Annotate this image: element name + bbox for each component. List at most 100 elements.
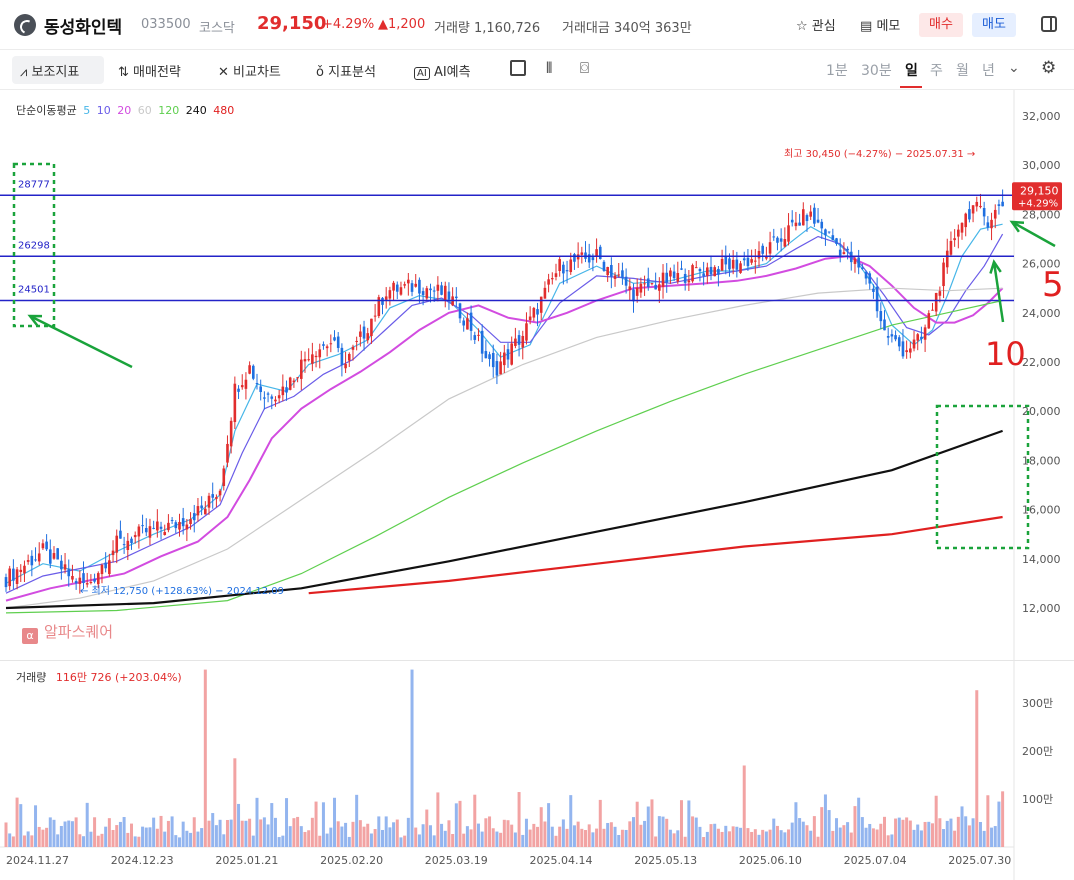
candle-body xyxy=(52,553,56,559)
volume-bar xyxy=(916,824,920,847)
candle-body xyxy=(240,385,244,388)
strategy-button[interactable]: ⇅ 매매전략 xyxy=(118,61,181,80)
volume-bar xyxy=(849,832,853,847)
candle xyxy=(126,533,130,561)
analysis-button[interactable]: ǒ 지표분석 xyxy=(316,61,376,80)
candle xyxy=(370,318,373,344)
candle-body xyxy=(757,250,761,259)
candle xyxy=(204,501,207,515)
candle xyxy=(111,540,115,563)
settings-gear-icon[interactable]: ⚙ xyxy=(1041,58,1057,78)
candle xyxy=(698,267,702,282)
candle xyxy=(311,342,314,372)
candle xyxy=(392,280,395,301)
volume-bar xyxy=(905,817,909,847)
candle xyxy=(152,520,155,530)
volume-bar xyxy=(196,831,200,847)
volume-bar xyxy=(174,835,178,847)
candle-body xyxy=(156,521,159,531)
candle-body xyxy=(805,215,809,222)
highlight-box-levels xyxy=(12,162,56,328)
candle xyxy=(717,266,720,287)
current-price-tag xyxy=(1012,182,1062,211)
sell-button[interactable]: 매도 xyxy=(972,13,1016,37)
side-panel-icon[interactable] xyxy=(1041,16,1057,32)
volume-bar xyxy=(52,819,56,847)
candle-body xyxy=(982,208,986,217)
candle-body xyxy=(104,562,107,569)
candle xyxy=(658,277,661,303)
volume-bar xyxy=(118,821,122,847)
memo-button[interactable]: ▤ 메모 xyxy=(860,15,900,34)
candle-body xyxy=(539,296,543,313)
candle xyxy=(222,465,226,491)
candle-body xyxy=(296,377,299,379)
volume-bar xyxy=(211,813,215,847)
candle xyxy=(499,351,502,375)
timeframe-year[interactable]: 년 xyxy=(982,63,995,79)
compare-button[interactable]: ✕ 비교차트 xyxy=(218,61,281,80)
candle xyxy=(942,258,945,299)
volume-bar xyxy=(820,807,824,847)
watch-button[interactable]: ☆ 관심 xyxy=(796,15,836,34)
candle xyxy=(779,228,783,252)
volume-bar xyxy=(676,830,680,847)
time-tick-label: 2025.05.13 xyxy=(634,854,697,867)
volume-bar xyxy=(248,818,252,847)
candle xyxy=(905,340,908,359)
volume-bar xyxy=(720,831,724,847)
candle xyxy=(67,559,71,587)
candle-body xyxy=(325,346,329,349)
timeframe-month[interactable]: 월 xyxy=(956,63,969,79)
candle-type-icon[interactable]: ⫴ xyxy=(546,59,553,77)
ma-line-10 xyxy=(5,233,1004,594)
candle-body xyxy=(15,569,19,584)
handwritten-5: 5 xyxy=(1042,265,1064,305)
timeframe-day[interactable]: 일 xyxy=(905,63,918,79)
candle xyxy=(750,249,753,265)
timeframe-week[interactable]: 주 xyxy=(930,63,943,79)
buy-button[interactable]: 매수 xyxy=(919,13,963,37)
camera-icon[interactable]: ⌼ xyxy=(580,59,590,77)
candle xyxy=(964,212,968,237)
candle xyxy=(484,340,488,359)
candle xyxy=(458,302,462,324)
timeframe-30min[interactable]: 30분 xyxy=(861,63,892,79)
candle-body xyxy=(624,276,628,286)
candle-body xyxy=(285,387,288,393)
company-logo-icon xyxy=(14,14,36,36)
volume-bar xyxy=(148,827,152,847)
ai-predict-button[interactable]: AI AI예측 xyxy=(414,61,471,80)
candle xyxy=(680,260,683,271)
price-tick-label: 12,000 xyxy=(1022,602,1061,615)
candle-body xyxy=(646,278,650,288)
candle-body xyxy=(562,264,565,274)
candle-body xyxy=(491,352,495,368)
candle xyxy=(23,560,26,583)
volume-bar xyxy=(912,829,916,847)
panel-separator xyxy=(0,660,1074,661)
candle-body xyxy=(288,377,292,390)
candle xyxy=(373,304,377,322)
volume-bar xyxy=(4,822,8,847)
square-tool-icon[interactable] xyxy=(510,60,526,76)
volume-bar xyxy=(144,827,148,847)
volume-bar xyxy=(428,825,432,847)
candle xyxy=(200,496,203,516)
candle-body xyxy=(694,267,698,269)
candle xyxy=(842,242,846,255)
volume-bar xyxy=(934,795,938,847)
volume-bar xyxy=(484,818,488,847)
volume-bar xyxy=(222,834,226,847)
volume-legend-title: 거래량 xyxy=(16,671,47,684)
chart-toolbar: ⩘ 보조지표 ⇅ 매매전략 ✕ 비교차트 ǒ 지표분석 AI AI예측 ⫴ ⌼ … xyxy=(0,50,1074,90)
candle-body xyxy=(292,380,296,383)
timeframe-1min[interactable]: 1분 xyxy=(826,63,848,79)
candle-body xyxy=(706,267,709,276)
candle-body xyxy=(621,270,624,278)
chevron-down-icon[interactable]: ⌄ xyxy=(1008,60,1020,76)
candle xyxy=(429,283,432,303)
time-tick-label: 2025.03.19 xyxy=(425,854,488,867)
indicator-button[interactable]: ⩘ 보조지표 xyxy=(20,61,79,80)
